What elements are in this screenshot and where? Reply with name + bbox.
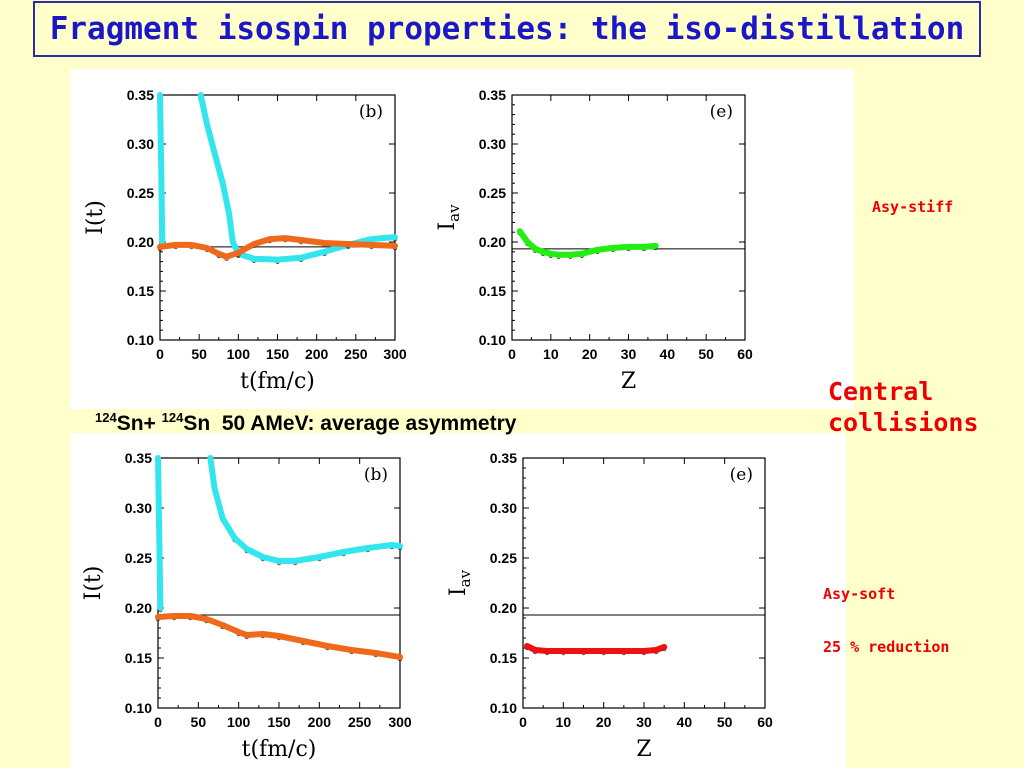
plot-frame [157,457,401,709]
x-tick-label: 100 [227,714,251,730]
central-collisions-label: Central collisions [828,376,979,438]
x-tick-label: 30 [636,714,652,730]
x-tick-label: 50 [717,714,733,730]
y-tick-label: 0.10 [479,332,506,348]
series-line-red [524,643,668,654]
x-tick-label: 30 [621,346,637,362]
series-line-orange [155,613,403,660]
x-tick-label: 20 [596,714,612,730]
y-tick-label: 0.30 [127,136,154,152]
x-tick-label: 0 [519,714,527,730]
x-tick-label: 40 [660,346,676,362]
x-tick-label: 100 [227,346,251,362]
y-tick-label: 0.10 [127,332,154,348]
y-tick-label: 0.25 [125,550,152,566]
series-line-green [516,228,659,258]
x-tick-label: 250 [344,346,368,362]
x-tick-label: 10 [543,346,559,362]
y-axis-label: Iav [435,204,463,231]
y-axis-label-subscript: av [445,204,463,222]
y-tick-label: 0.25 [490,550,517,566]
y-tick-label: 0.15 [479,283,506,299]
x-tick-label: 20 [582,346,598,362]
reaction-label: 124Sn+ 124Sn 50 AMeV: average asymmetry [95,410,516,436]
y-tick-label: 0.35 [127,87,154,103]
y-tick-label: 0.10 [125,700,152,716]
y-axis-label: I(t) [83,200,108,235]
series-line-cyan [207,455,403,564]
title-box: Fragment isospin properties: the iso-dis… [33,1,981,57]
x-tick-label: 150 [266,346,290,362]
chart-stiff-time: 0 50 100 150 200 250 300 0.10 0.15 0.20 0.25 0.30 0.… [83,87,407,394]
y-axis-label-subscript: av [456,569,474,587]
y-tick-label: 0.20 [127,234,154,250]
y-tick-label: 0.35 [125,450,152,466]
element-b: Sn [183,412,211,435]
y-tick-label: 0.10 [490,700,517,716]
y-tick-label: 0.30 [479,136,506,152]
x-axis-label: Z [636,737,651,762]
y-axis-label: Iav [446,569,474,596]
x-tick-label: 200 [308,714,332,730]
y-tick-label: 0.30 [490,500,517,516]
x-tick-label: 300 [383,346,407,362]
y-tick-label: 0.15 [125,650,152,666]
y-tick-label: 0.25 [127,185,154,201]
x-tick-label: 300 [388,714,412,730]
plot-frame [511,94,746,341]
panel-label: (e) [730,465,753,485]
mass-number-b: 124 [161,410,184,425]
element-a: Sn+ [116,412,162,435]
chart-soft-time: 0 50 100 150 200 250 300 0.10 0.15 0.20 0.25 0.30 0.… [81,450,412,762]
chart-stiff-charge: 0 10 20 30 40 50 60 0.10 0.15 0.20 0.25 0.30 0.35 Z Ia… [435,87,753,394]
reduction-label: 25 % reduction [823,638,950,656]
asy-stiff-label: Asy-stiff [872,198,954,216]
x-axis-label: t(fm/c) [240,369,315,394]
y-tick-label: 0.20 [479,234,506,250]
x-tick-label: 50 [191,714,207,730]
panel-asy-soft [70,433,846,768]
x-tick-label: 0 [508,346,516,362]
y-tick-label: 0.20 [125,600,152,616]
y-tick-label: 0.35 [490,450,517,466]
central-line-1: Central [828,377,934,406]
series-line-orange [157,235,398,260]
x-tick-label: 60 [757,714,773,730]
page-title: Fragment isospin properties: the iso-dis… [49,11,965,47]
chart-soft-charge: 0 10 20 30 40 50 60 0.10 0.15 0.20 0.25 0.30 0.35 Z Ia… [446,450,773,762]
panel-label: (b) [359,102,383,122]
plot-frame [522,457,766,709]
x-axis-label: t(fm/c) [242,737,317,762]
x-tick-label: 150 [267,714,291,730]
asy-soft-label: Asy-soft [823,585,896,603]
y-tick-label: 0.15 [490,650,517,666]
panel-label: (e) [710,102,733,122]
y-tick-label: 0.15 [127,283,154,299]
x-tick-label: 40 [677,714,693,730]
x-tick-label: 0 [154,714,162,730]
x-tick-label: 60 [737,346,753,362]
plot-frame [159,94,396,341]
mass-number-a: 124 [95,410,117,425]
y-tick-label: 0.35 [479,87,506,103]
y-tick-label: 0.20 [490,600,517,616]
central-line-2: collisions [828,408,979,437]
x-tick-label: 250 [348,714,372,730]
series-line-cyan [157,92,166,245]
x-tick-label: 0 [156,346,164,362]
panel-asy-stiff [70,69,854,409]
x-axis-label: Z [621,369,636,394]
reaction-description: 50 AMeV: average asymmetry [210,412,517,435]
y-tick-label: 0.25 [479,185,506,201]
series-line-cyan [155,455,164,611]
y-tick-label: 0.30 [125,500,152,516]
x-tick-label: 10 [556,714,572,730]
x-tick-label: 50 [191,346,207,362]
x-tick-label: 200 [305,346,329,362]
panel-label: (b) [364,465,388,485]
y-axis-label: I(t) [81,566,106,601]
x-tick-label: 50 [698,346,714,362]
